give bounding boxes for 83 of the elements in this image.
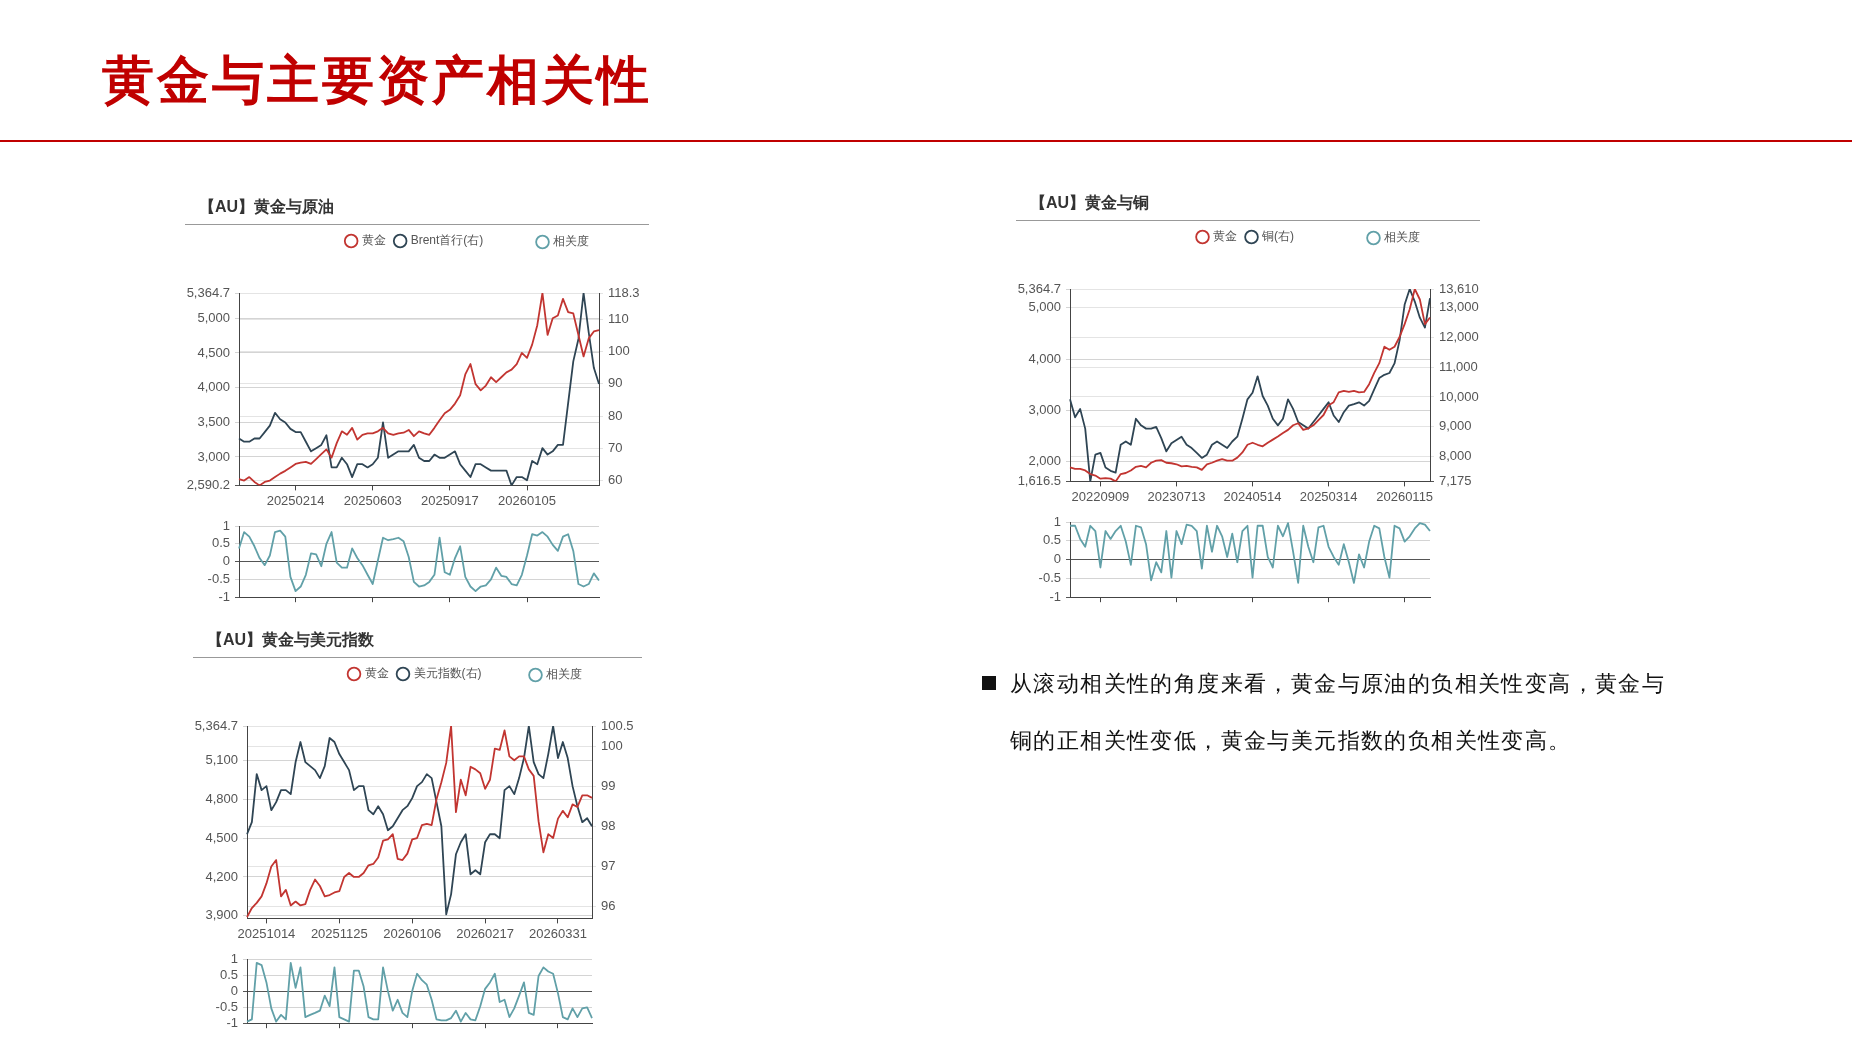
y-tick-label: 0 [1053,551,1061,567]
y2-tick-label: 90 [608,375,623,391]
x-tick-label: 20250214 [266,492,325,508]
x-tick-label: 20220909 [1071,488,1130,504]
y-tick-label: 0.5 [211,535,230,551]
x-tick-label: 20251125 [310,925,368,941]
y-tick-label: 0 [222,553,230,569]
legend-label: 黄金 [361,233,386,248]
chart-title: 【AU】黄金与美元指数 [193,629,642,658]
y2-tick-label: 100.5 [601,717,634,733]
y2-tick-label: 98 [601,817,616,833]
y2-tick-label: 7,175 [1439,472,1472,488]
y-tick-label: 0 [230,982,238,998]
x-tick-label: 20260331 [529,925,587,941]
y2-tick-label: 11,000 [1439,358,1478,374]
y2-tick-label: 12,000 [1439,328,1479,344]
y-tick-label: 3,900 [205,907,238,923]
y-tick-label: 4,200 [205,868,238,884]
y-tick-label: 5,000 [1028,299,1061,315]
y-tick-label: 2,000 [1028,453,1061,469]
y2-tick-label: 70 [608,439,623,455]
y-tick-label: 2,590.2 [186,476,230,492]
y-tick-label: 5,000 [197,309,230,325]
text: 黄金与主要资产相关性 [102,51,652,111]
y-tick-label: 5,364.7 [1017,280,1061,296]
x-tick-label: 20240514 [1223,488,1282,504]
text: 从滚动相关性的角度来看，黄金与原油的负相关性变高，黄金与铜的正相关性变低，黄金与美元指数的负相关性变高。 [1010,671,1666,753]
x-tick-label: 20260105 [498,492,556,508]
y-tick-label: 1 [1053,513,1061,529]
legend-label: Brent首行(右) [410,233,484,248]
x-tick-label: 20251014 [237,925,296,941]
legend-label: 铜(右) [1261,229,1294,244]
y-tick-label: 5,100 [205,751,238,767]
y-tick-label: 5,364.7 [186,284,230,300]
y-tick-label: 0.5 [219,966,238,982]
y2-tick-label: 13,000 [1439,298,1479,314]
y2-tick-label: 110 [608,311,629,327]
legend-label: 黄金 [1213,229,1237,244]
y2-tick-label: 99 [601,777,616,793]
y-tick-label: 1,616.5 [1017,472,1061,488]
y-tick-label: 4,000 [197,379,230,395]
y-tick-label: -0.5 [215,998,238,1014]
y-tick-label: -0.5 [207,570,230,586]
x-tick-label: 20230713 [1147,488,1206,504]
x-tick-label: 20260115 [1376,488,1434,504]
y-tick-label: -0.5 [1038,569,1061,585]
y2-tick-label: 100 [608,343,630,359]
chart-title: 【AU】黄金与原油 [185,196,649,225]
y-tick-label: 4,000 [1028,350,1061,366]
legend-label: 黄金 [364,666,389,681]
y-tick-label: 5,364.7 [194,717,238,733]
y-tick-label: 1 [230,950,238,966]
y2-tick-label: 10,000 [1439,388,1479,404]
legend-label: 相关度 [546,667,582,682]
y2-tick-label: 118.3 [608,284,640,300]
legend-label: 美元指数(右) [413,666,482,681]
y-tick-label: 0.5 [1042,532,1061,548]
y-tick-label: 3,000 [197,448,230,464]
y2-tick-label: 80 [608,407,623,423]
y-tick-label: 3,000 [1028,401,1061,417]
legend-label: 相关度 [1384,230,1420,245]
legend-label: 相关度 [553,234,589,249]
y-tick-label: 3,500 [197,413,230,429]
y-tick-label: -1 [218,588,230,604]
y-tick-label: 1 [222,517,230,533]
y-tick-label: 4,500 [205,829,238,845]
x-tick-label: 20260106 [383,925,442,941]
x-tick-label: 20250314 [1299,488,1358,504]
x-tick-label: 20250917 [420,492,479,508]
y2-tick-label: 96 [601,897,616,913]
y-tick-label: 4,500 [197,344,230,360]
y-tick-label: 4,800 [205,790,238,806]
y-tick-label: -1 [1049,588,1061,604]
y2-tick-label: 9,000 [1439,418,1472,434]
y2-tick-label: 60 [608,471,623,487]
chart-title: 【AU】黄金与铜 [1016,192,1480,221]
x-tick-label: 20250603 [343,492,402,508]
y2-tick-label: 97 [601,857,616,873]
y2-tick-label: 100 [601,737,623,753]
x-tick-label: 20260217 [456,925,515,941]
y2-tick-label: 13,610 [1439,280,1479,296]
y-tick-label: -1 [226,1014,238,1030]
y2-tick-label: 8,000 [1439,448,1472,464]
